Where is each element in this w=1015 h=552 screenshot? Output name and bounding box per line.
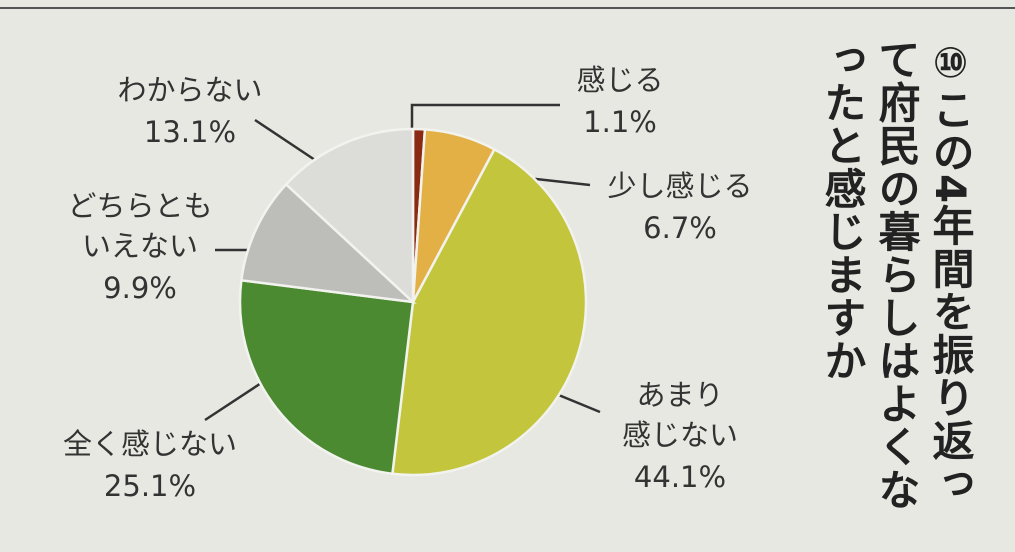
value-label: 25.1% <box>103 469 197 503</box>
category-label: 感じる <box>576 63 664 97</box>
value-label: 6.7% <box>643 211 717 245</box>
value-label: 44.1% <box>633 460 727 494</box>
value-label: 9.9% <box>103 271 177 305</box>
pie-slice <box>284 127 415 305</box>
pie-slice <box>391 147 588 477</box>
pie-slice <box>238 278 415 476</box>
pie-slice <box>239 182 417 304</box>
chart-title: ⑩この4年間を振り返って府民の暮らしはよくなったと感じますか <box>818 38 975 511</box>
leader-line <box>410 103 560 135</box>
category-label: 少し感じる <box>607 169 753 203</box>
value-label: 1.1% <box>583 105 657 139</box>
category-label: わからない <box>117 73 263 107</box>
category-label: あまり 感じない <box>621 378 739 452</box>
value-label: 13.1% <box>143 115 237 149</box>
category-label: どちらとも いえない <box>67 189 213 263</box>
category-label: 全く感じない <box>62 427 238 461</box>
